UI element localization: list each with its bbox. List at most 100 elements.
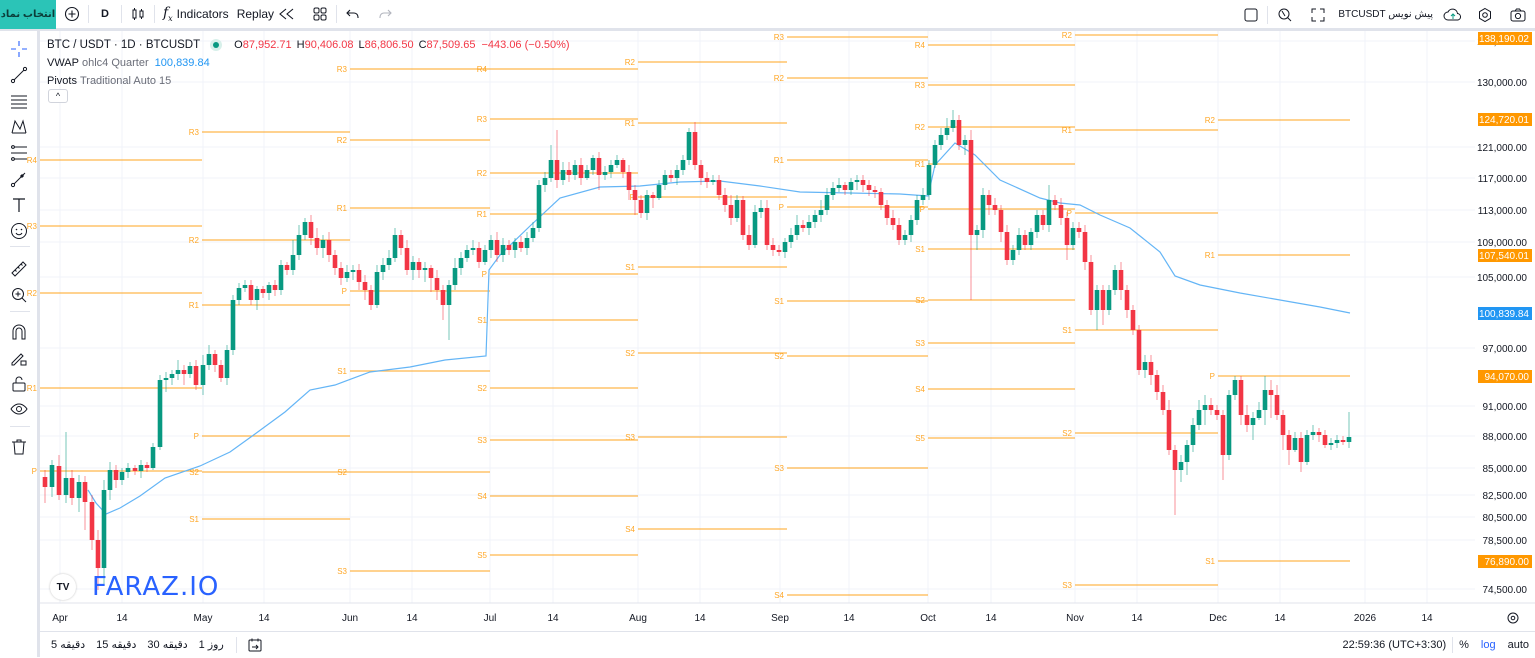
candle — [1094, 290, 1100, 310]
auto-scale-toggle[interactable]: auto — [1507, 639, 1529, 651]
candle — [1238, 380, 1244, 415]
percent-scale-toggle[interactable]: % — [1459, 639, 1469, 651]
timeframe-5m[interactable]: 5 دقیقه — [51, 639, 86, 651]
redo-icon — [379, 9, 392, 18]
screenshot-button[interactable] — [1501, 0, 1535, 29]
cloud-save-button[interactable] — [1437, 0, 1469, 29]
vwap-legend-row[interactable]: VWAP ohlc4 Quarter 100,839.84 — [47, 54, 570, 72]
symbol-search-button[interactable]: انتخاب نماد — [0, 0, 56, 29]
remove-drawings-tool[interactable] — [8, 436, 30, 458]
text-tool[interactable] — [8, 194, 30, 216]
quick-search-button[interactable] — [1268, 0, 1302, 29]
candle — [1142, 362, 1148, 370]
layouts-button[interactable] — [304, 0, 336, 29]
candle — [986, 195, 992, 205]
timeframe-30m[interactable]: 30 دقیقه — [147, 639, 188, 651]
time-axis[interactable]: Apr 14 May 14 Jun 14 Jul 14 Aug 14 Sep 14 Oct 14 Nov 14… — [40, 602, 1535, 631]
candle — [49, 465, 55, 487]
candle — [1034, 215, 1040, 232]
symbol-title[interactable]: BTC / USDT · 1D · BTCUSDT — [47, 39, 201, 51]
pivot-label: S1 — [774, 297, 784, 306]
pivots-legend-row[interactable]: Pivots Traditional Auto 15 — [47, 72, 570, 90]
time-tick-label: Sep — [771, 613, 789, 624]
replay-button[interactable]: Replay — [237, 0, 304, 29]
candle — [230, 300, 236, 350]
indicators-icon: fx — [162, 5, 173, 23]
timeframe-15m[interactable]: 15 دقیقه — [96, 639, 137, 651]
axis-settings-icon[interactable] — [1507, 612, 1519, 624]
candle — [644, 195, 650, 213]
add-symbol-button[interactable] — [56, 0, 88, 29]
candle — [69, 478, 75, 498]
candle — [842, 185, 848, 190]
fib-tool[interactable] — [8, 142, 30, 164]
undo-button[interactable] — [337, 0, 369, 29]
price-chart[interactable]: R4 R3 R2 R1 P R3 R2 R1 P S1 S2 R3 R2 R1 P S1 S2 S3 R4 R3 R2 R… — [0, 0, 1535, 631]
candle — [980, 195, 986, 230]
go-to-date-button[interactable] — [247, 637, 263, 653]
candle — [704, 178, 710, 182]
candle — [212, 354, 218, 365]
candle — [674, 170, 680, 178]
trend-line-tool[interactable] — [8, 64, 30, 86]
bottom-right-controls: 22:59:36 (UTC+3:30) % log auto — [1336, 632, 1535, 658]
ohlc-high: 90,406.08 — [304, 39, 354, 51]
candle — [800, 225, 806, 228]
timeframe-1d[interactable]: 1 روز — [198, 639, 224, 651]
clock-timezone[interactable]: 22:59:36 (UTC+3:30) — [1342, 639, 1447, 651]
candle — [962, 140, 968, 145]
candle — [488, 240, 494, 250]
publish-button[interactable]: BTCUSDT پیش نویس — [1334, 0, 1437, 29]
candle — [614, 160, 620, 165]
candle — [938, 135, 944, 145]
time-tick-label: May — [194, 613, 213, 624]
trash-icon — [12, 439, 26, 455]
candle — [506, 245, 512, 250]
candle — [764, 208, 770, 245]
pattern-tool[interactable] — [8, 116, 30, 138]
collapse-legend-button[interactable]: ^ — [48, 89, 68, 103]
candle — [63, 478, 69, 495]
price-axis[interactable]: 135,000.00130,000.00121,000.00117,000.00… — [1475, 31, 1535, 603]
time-tick-label: Dec — [1209, 613, 1227, 624]
crosshair-tool[interactable] — [8, 38, 30, 60]
candle — [1010, 250, 1016, 260]
candle — [470, 248, 476, 250]
candle — [884, 205, 890, 218]
visibility-tool[interactable] — [8, 399, 30, 421]
ohlc-open: 87,952.71 — [242, 39, 292, 51]
candle — [530, 228, 536, 238]
candle — [1304, 435, 1310, 462]
magnet-tool[interactable] — [8, 321, 30, 343]
pivot-label: S4 — [625, 525, 635, 534]
emoji-tool[interactable] — [8, 220, 30, 242]
redo-button[interactable] — [369, 0, 401, 29]
candle — [1214, 410, 1220, 415]
interval-button[interactable]: D — [89, 0, 121, 29]
candle — [608, 165, 614, 172]
fullscreen-square-button[interactable] — [1235, 0, 1267, 29]
candle — [392, 235, 398, 258]
candle — [398, 235, 404, 248]
tradingview-logo[interactable]: TV — [50, 574, 76, 600]
log-scale-toggle[interactable]: log — [1480, 639, 1496, 651]
settings-button[interactable] — [1469, 0, 1501, 29]
indicators-button[interactable]: fx Indicators — [155, 0, 237, 29]
brush-tool[interactable] — [8, 168, 30, 190]
candle — [740, 200, 746, 235]
magnet-icon — [12, 324, 26, 340]
candle — [254, 289, 260, 300]
chart-type-button[interactable] — [122, 0, 154, 29]
zoom-in-tool[interactable] — [8, 284, 30, 306]
ruler-tool[interactable] — [8, 258, 30, 280]
candle — [374, 272, 380, 305]
candle — [1202, 405, 1208, 410]
candle — [440, 290, 446, 305]
maximize-button[interactable] — [1302, 0, 1334, 29]
price-badge — [1478, 113, 1532, 126]
unlock-tool[interactable] — [8, 373, 30, 395]
lock-drawing-tool[interactable] — [8, 347, 30, 369]
candle — [56, 466, 62, 495]
horizontal-lines-tool[interactable] — [8, 90, 30, 112]
ohlc-high-label: H — [296, 39, 305, 51]
